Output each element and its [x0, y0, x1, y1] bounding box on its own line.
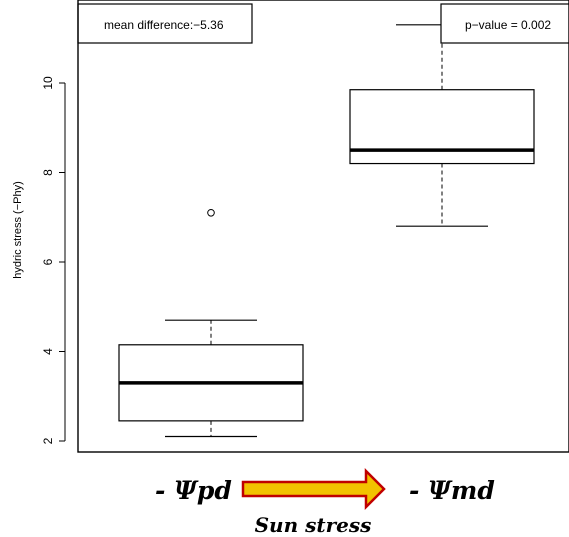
- box-group: [349, 24, 535, 227]
- y-tick-label: 6: [41, 258, 55, 265]
- plot-frame: [77, 0, 569, 453]
- y-tick-label: 4: [41, 348, 55, 355]
- y-tick-label: 2: [41, 437, 55, 444]
- iqr-box: [349, 89, 535, 165]
- sun-stress-caption: Sun stress: [255, 513, 372, 537]
- y-tick-label: 8: [41, 169, 55, 176]
- group-label-psi-pd: - Ψpd: [155, 476, 232, 505]
- mean-difference-annotation: mean difference:−5.36: [77, 3, 253, 44]
- mean-difference-text: mean difference:−5.36: [104, 18, 224, 32]
- outlier-point: [207, 208, 215, 217]
- group-label-psi-md: - Ψmd: [409, 476, 495, 505]
- y-tick-label: 10: [41, 76, 55, 90]
- sun-stress-arrow: [241, 467, 386, 511]
- y-axis: 2 4 6 8 10: [41, 76, 66, 444]
- p-value-annotation: p−value = 0.002: [440, 3, 569, 44]
- box-group: [118, 208, 304, 438]
- p-value-text: p−value = 0.002: [465, 18, 551, 32]
- y-axis-label: hydric stress (−Phy): [12, 181, 24, 279]
